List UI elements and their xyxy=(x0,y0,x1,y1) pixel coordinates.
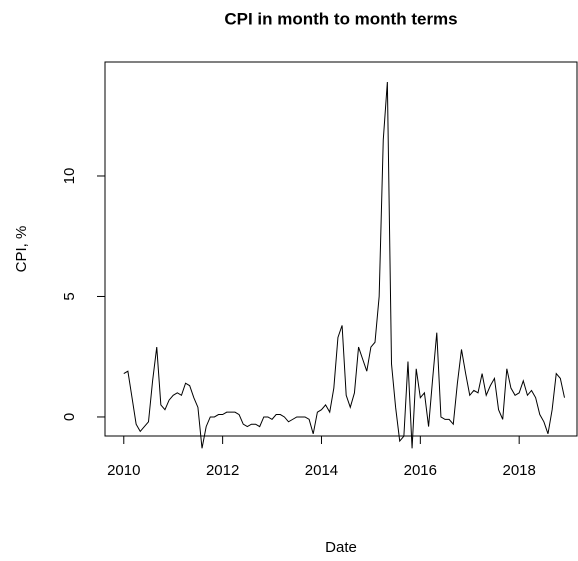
y-tick-label: 5 xyxy=(61,292,78,300)
y-tick-label: 10 xyxy=(61,168,78,185)
x-tick-label: 2016 xyxy=(404,462,437,479)
x-tick-label: 2018 xyxy=(502,462,535,479)
data-line xyxy=(123,81,565,449)
x-axis-label: Date xyxy=(325,539,357,556)
chart-title: CPI in month to month terms xyxy=(224,9,457,28)
x-tick-label: 2012 xyxy=(206,462,239,479)
x-tick-label: 2014 xyxy=(305,462,338,479)
y-axis-label: CPI, % xyxy=(13,226,30,273)
y-tick-label: 0 xyxy=(61,413,78,421)
x-tick-label: 2010 xyxy=(107,462,140,479)
